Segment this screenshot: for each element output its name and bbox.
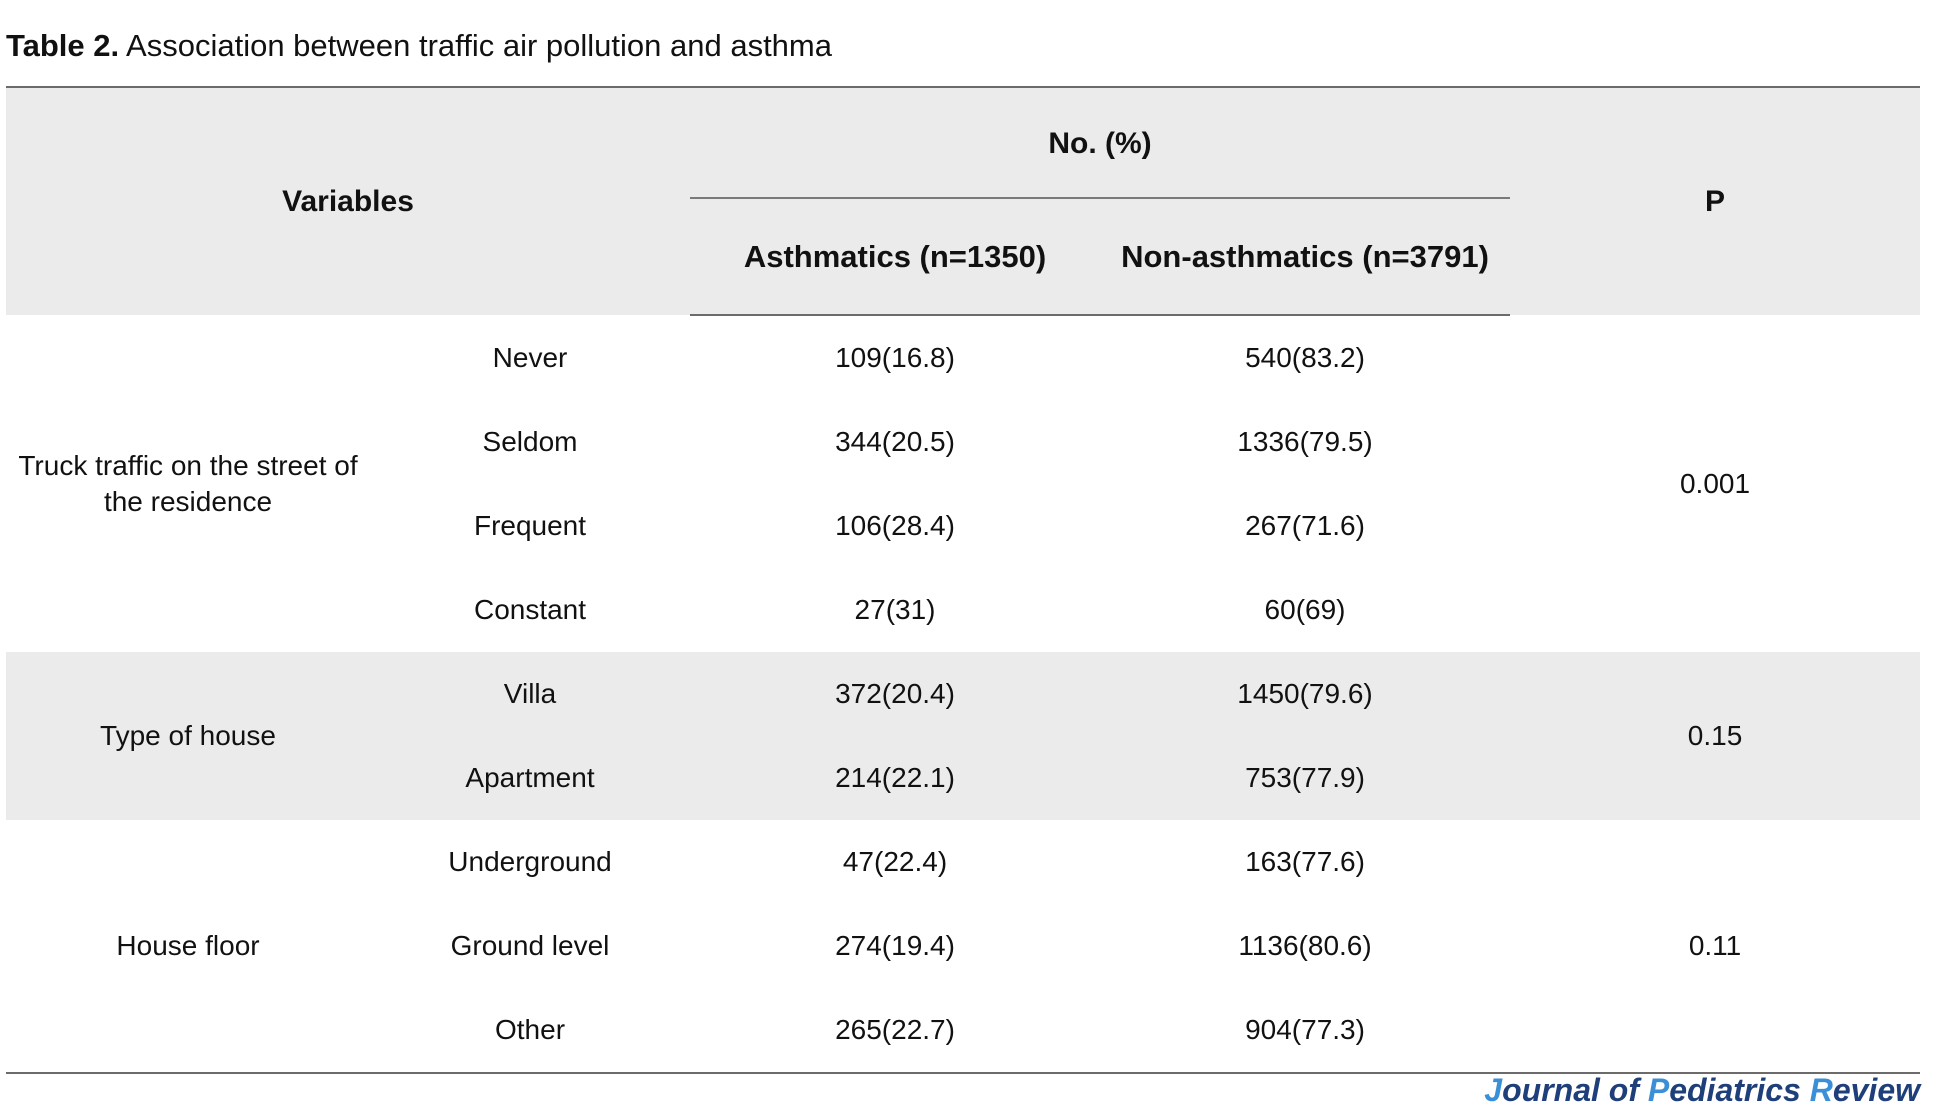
journal-logo: Journal of Pediatrics Review xyxy=(1484,1072,1920,1109)
asthmatics-cell: 274(19.4) xyxy=(835,930,955,961)
non-asthmatics-cell: 163(77.6) xyxy=(1245,846,1365,877)
journal-word-2: ediatrics xyxy=(1669,1072,1810,1108)
p-value-cell: 0.11 xyxy=(1510,820,1921,1074)
p-value-cell: 0.001 xyxy=(1679,467,1751,499)
variables-header: Variables xyxy=(6,87,691,315)
non-asthmatics-header: Non-asthmatics (n=3791) xyxy=(1100,199,1511,316)
caption-label: Table 2. xyxy=(6,28,120,63)
table-body: Truck traffic on the street of the resid… xyxy=(6,315,1921,1074)
category-cell: Villa xyxy=(370,652,691,736)
table-row: Seldom 344(20.5) 1336(79.5) xyxy=(6,400,1920,484)
category-cell: Other xyxy=(370,988,691,1074)
asthmatics-cell: 27(31) xyxy=(854,594,936,625)
asthmatics-cell: 47(22.4) xyxy=(842,846,948,877)
variable-name-cell: Type of house xyxy=(6,652,370,820)
non-asthmatics-cell: 1336(79.5) xyxy=(1237,426,1373,457)
category-cell: Seldom xyxy=(482,426,578,457)
asthmatics-cell: 372(20.4) xyxy=(690,652,1101,736)
table-row: Other 265(22.7) 904(77.3) xyxy=(6,988,1920,1074)
p-value-cell: 0.15 xyxy=(1510,652,1921,820)
journal-initial-r: R xyxy=(1809,1072,1833,1108)
non-asthmatics-cell: 60(69) xyxy=(1264,594,1346,625)
table-row: Frequent 106(28.4) 267(71.6) xyxy=(6,484,1920,568)
variable-name-cell: Truck traffic on the street of the resid… xyxy=(18,449,358,517)
variable-name-cell: House floor xyxy=(6,820,370,1074)
table-row: House floor Underground 47(22.4) 163(77.6) 0… xyxy=(6,820,1921,1074)
table-row: Ground level 274(19.4) 1136(80.6) xyxy=(6,904,1920,988)
category-cell: Frequent xyxy=(473,510,587,541)
asthmatics-cell: 265(22.7) xyxy=(690,988,1101,1074)
non-asthmatics-cell: 267(71.6) xyxy=(1245,510,1365,541)
asthmatics-cell: 214(22.1) xyxy=(690,736,1101,820)
non-asthmatics-cell: 1450(79.6) xyxy=(1100,652,1511,736)
group-header: No. (%) xyxy=(690,87,1511,199)
table-row: Apartment 214(22.1) 753(77.9) xyxy=(6,736,1920,820)
category-cell: Constant xyxy=(473,594,587,625)
asthmatics-cell: 106(28.4) xyxy=(835,510,955,541)
non-asthmatics-cell: 1136(80.6) xyxy=(1238,930,1372,961)
table-row: Truck traffic on the street of the resid… xyxy=(6,315,1920,517)
table-row: Type of house Villa 372(20.4) 1450(79.6) 0.1… xyxy=(6,652,1921,820)
caption-text: Association between traffic air pollutio… xyxy=(119,28,832,63)
journal-word-1: ournal of xyxy=(1502,1072,1648,1108)
category-cell: Ground level xyxy=(450,930,610,961)
non-asthmatics-cell: 904(77.3) xyxy=(1100,988,1511,1074)
category-cell: Apartment xyxy=(370,736,691,820)
non-asthmatics-cell: 540(83.2) xyxy=(1245,342,1365,373)
journal-initial-p: P xyxy=(1647,1072,1670,1108)
group-header-rule xyxy=(690,197,1511,199)
journal-initial-j: J xyxy=(1484,1072,1503,1108)
asthmatics-cell: 344(20.5) xyxy=(835,426,955,457)
non-asthmatics-cell: 753(77.9) xyxy=(1100,736,1511,820)
association-table: Variables No. (%) P Asthmatics (n=1350) … xyxy=(6,86,1921,1074)
group-header-label: No. (%) xyxy=(1048,126,1152,160)
category-cell: Underground xyxy=(448,846,612,877)
asthmatics-cell: 109(16.8) xyxy=(835,342,955,373)
p-header: P xyxy=(1510,87,1921,315)
table-row: Constant 27(31) 60(69) xyxy=(6,568,1920,652)
journal-word-3: eview xyxy=(1832,1072,1920,1108)
category-cell: Never xyxy=(492,341,568,373)
table-caption: Table 2. Association between traffic air… xyxy=(6,24,832,68)
asthmatics-header: Asthmatics (n=1350) xyxy=(690,199,1101,316)
